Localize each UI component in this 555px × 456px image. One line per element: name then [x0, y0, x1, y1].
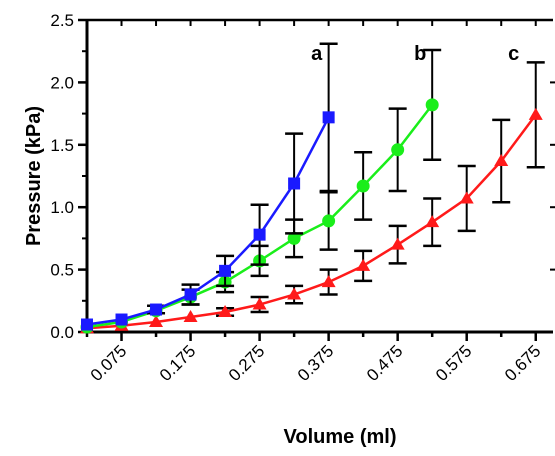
data-point-c [252, 297, 267, 310]
data-point-a [288, 177, 301, 190]
x-tick-label: 0.075 [87, 341, 131, 385]
data-point-b [425, 98, 439, 112]
series-annotation-c: c [508, 43, 519, 65]
data-point-c [183, 310, 198, 323]
data-point-c [149, 315, 164, 328]
x-tick-label: 0.675 [501, 341, 545, 385]
data-point-c [356, 258, 371, 271]
data-point-b [322, 214, 336, 228]
data-point-c [390, 237, 405, 250]
x-tick-label: 0.375 [294, 341, 338, 385]
y-tick-label: 1.0 [50, 198, 74, 217]
data-point-c [459, 191, 474, 204]
y-tick-label: 2.0 [50, 73, 74, 92]
y-axis-title: Pressure (kPa) [23, 106, 45, 246]
data-point-c [528, 107, 543, 120]
data-point-c [287, 287, 302, 300]
series-annotation-b: b [414, 43, 426, 65]
series-annotation-a: a [311, 43, 323, 65]
data-point-c [218, 305, 233, 318]
data-point-b [287, 231, 301, 245]
data-point-a [322, 111, 335, 124]
data-point-c [321, 275, 336, 288]
series-a [81, 42, 338, 331]
x-axis-title: Volume (ml) [284, 426, 397, 448]
data-point-a [81, 318, 93, 331]
data-point-b [356, 179, 370, 193]
y-tick-label: 0.5 [50, 261, 74, 280]
x-tick-label: 0.275 [225, 341, 269, 385]
x-tick-label: 0.175 [156, 341, 200, 385]
y-tick-label: 1.5 [50, 136, 74, 155]
data-point-a [219, 264, 232, 277]
data-point-c [425, 215, 440, 228]
y-tick-label: 2.5 [50, 11, 74, 30]
x-tick-label: 0.575 [432, 341, 476, 385]
data-point-a [150, 303, 163, 316]
data-point-a [115, 313, 128, 326]
series-line-c [86, 114, 537, 330]
series-b [80, 48, 442, 334]
data-point-b [391, 143, 405, 157]
data-point-c [494, 154, 509, 167]
series-c [80, 61, 545, 334]
data-point-a [253, 228, 266, 241]
y-tick-label: 0.0 [50, 323, 74, 342]
data-point-a [184, 288, 197, 301]
x-tick-label: 0.475 [363, 341, 407, 385]
